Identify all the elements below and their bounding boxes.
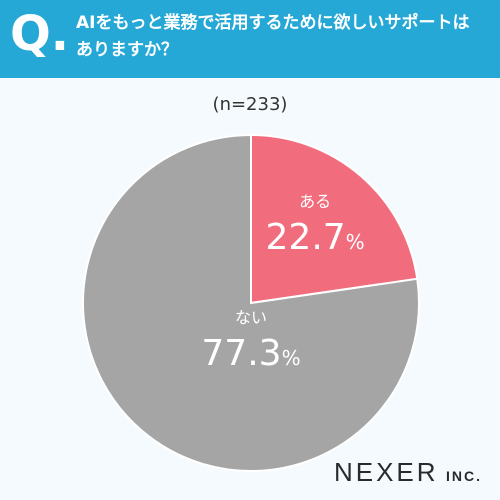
slice-value-1: 77.3% (201, 333, 300, 374)
slice-label-0: ある (299, 192, 331, 211)
q-mark: Q. (10, 6, 70, 62)
logo-sub-text: INC. (446, 468, 482, 484)
slice-label-1: ない (235, 308, 267, 327)
pie-slice-0 (250, 133, 419, 305)
question-header: Q. AIをもっと業務で活用するために欲しいサポートはありますか？ (0, 0, 500, 78)
pie-slice-1 (82, 133, 420, 472)
nexer-logo: NEXER INC. (334, 457, 482, 488)
slice-value-0: 22.7% (266, 217, 365, 258)
question-text: AIをもっと業務で活用するために欲しいサポートはありますか？ (76, 13, 470, 60)
logo-main-text: NEXER (333, 457, 439, 487)
sample-size: (n=233) (212, 94, 288, 115)
